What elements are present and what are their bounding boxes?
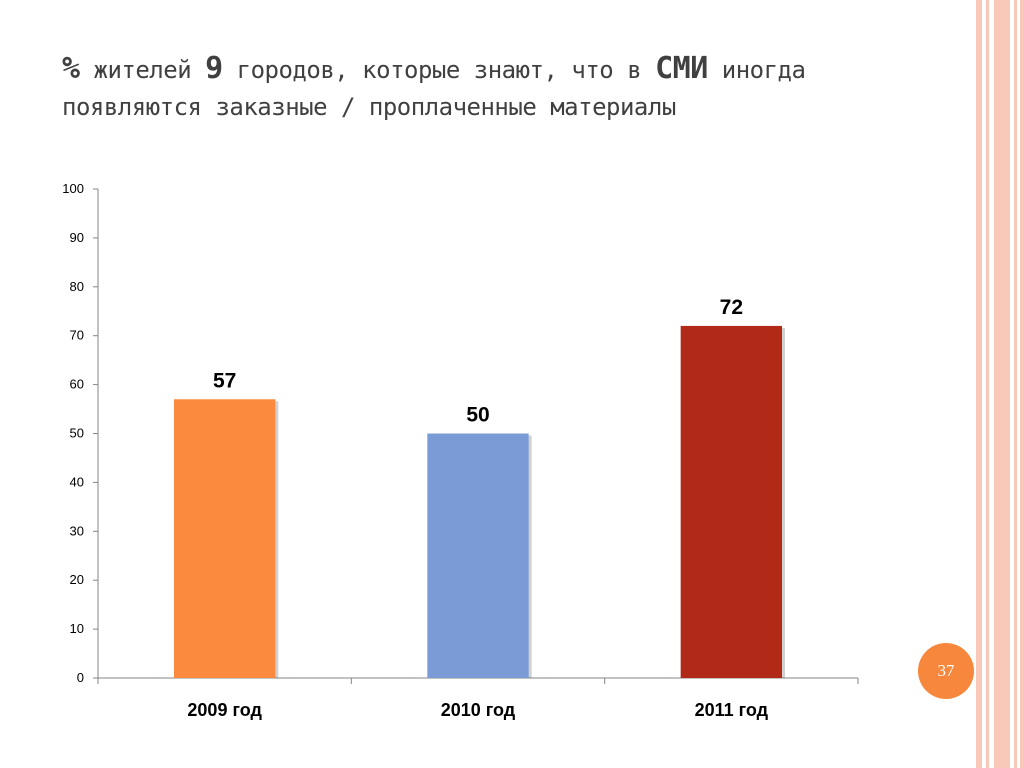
y-tick-label: 20 [70, 572, 84, 587]
data-label: 57 [213, 369, 236, 392]
x-category-label: 2011 год [695, 700, 769, 720]
title-smi: СМИ [655, 51, 708, 86]
data-label: 50 [466, 404, 489, 427]
title-text-2: городов, которые знают, что в [222, 56, 656, 84]
y-axis: 0 10 20 30 40 50 60 70 80 90 100 [62, 181, 99, 685]
x-category-label: 2010 год [441, 700, 516, 720]
bar-1 [174, 399, 276, 678]
y-tick-label: 70 [70, 328, 84, 343]
title-percent: % [62, 51, 80, 86]
data-labels: 57 50 72 [213, 296, 743, 427]
x-axis: 2009 год 2010 год 2011 год [97, 677, 859, 720]
page-number-badge: 37 [918, 643, 974, 699]
data-label: 72 [720, 296, 743, 319]
page-number: 37 [937, 661, 955, 680]
decorative-side-stripes [976, 0, 1024, 768]
y-tick-label: 50 [70, 426, 84, 441]
y-tick-label: 100 [62, 181, 84, 196]
y-tick-label: 30 [70, 523, 84, 538]
y-tick-label: 90 [70, 230, 84, 245]
y-tick-label: 40 [70, 474, 84, 489]
y-tick-label: 80 [70, 279, 84, 294]
x-category-label: 2009 год [187, 700, 262, 720]
title-text-3: иногда появляются заказные / проплаченны… [62, 56, 806, 121]
title-text-1: жителей [79, 56, 206, 84]
title-number: 9 [205, 51, 223, 86]
y-tick-label: 60 [70, 377, 84, 392]
bar-2 [427, 433, 529, 678]
bars [174, 325, 785, 678]
y-tick-label: 0 [77, 670, 84, 685]
slide-title: % жителей 9 городов, которые знают, что … [62, 50, 862, 126]
y-tick-label: 10 [70, 621, 84, 636]
bar-3 [680, 325, 782, 678]
